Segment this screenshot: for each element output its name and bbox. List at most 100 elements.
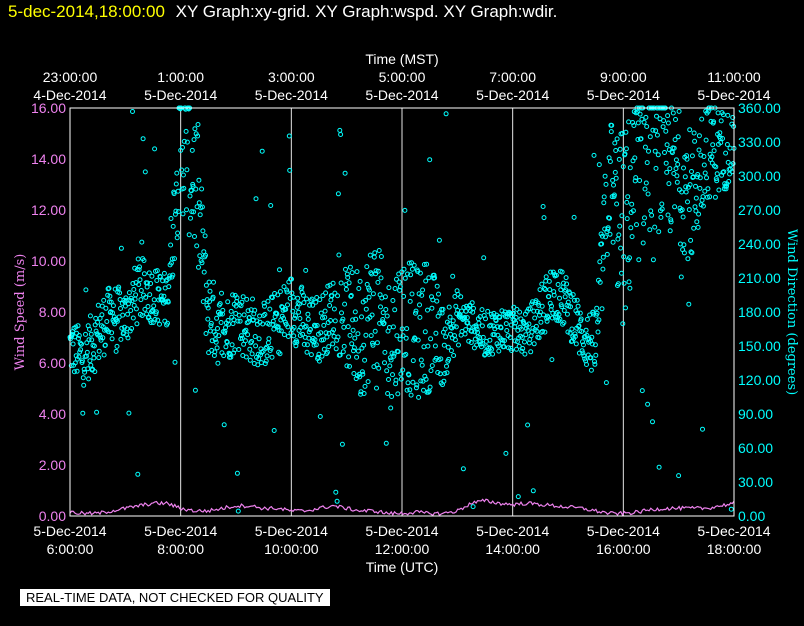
wind-direction-point [418,378,424,384]
wind-direction-point [702,188,708,194]
wind-direction-point [142,306,148,312]
wind-direction-point [622,151,628,157]
wind-direction-point [382,349,388,355]
wind-direction-point [106,329,111,335]
top-tick-time: 5:00:00 [379,69,426,85]
wind-direction-point [584,316,590,322]
wind-direction-point [303,323,309,329]
wind-direction-point [317,414,323,419]
wind-direction-point [203,282,209,288]
wind-direction-point [347,363,352,369]
wind-direction-point [170,223,176,229]
wind-direction-point [205,316,211,322]
wind-direction-point [540,204,546,209]
wind-direction-point [631,123,637,128]
wind-direction-point [730,161,736,167]
wind-direction-point [200,228,206,234]
bottom-tick-date: 5-Dec-2014 [476,523,549,539]
wind-direction-point [247,346,253,352]
wind-direction-point [133,292,139,298]
wind-direction-point [611,192,617,198]
wind-direction-point [683,184,689,190]
wind-direction-point [318,330,324,336]
wind-direction-point [685,199,690,205]
wind-direction-point [730,115,736,120]
wind-direction-point [526,321,532,327]
wind-direction-point [553,272,559,278]
wind-direction-point [402,207,408,213]
wind-direction-point [155,317,161,323]
wind-direction-point [507,335,513,340]
wind-direction-point [354,354,360,360]
wind-direction-point [723,150,729,156]
wind-direction-point [199,204,205,210]
wind-direction-point [211,279,216,285]
wind-direction-point [409,266,415,272]
wind-direction-point [575,310,581,316]
wind-direction-point [668,217,674,223]
wind-direction-point [140,136,146,142]
wind-direction-point [686,301,692,307]
wind-direction-point [488,322,494,328]
wind-direction-point [610,177,616,183]
wind-direction-point [335,191,341,197]
wind-direction-point [404,387,410,393]
wind-direction-point [547,287,553,293]
wind-direction-point [221,353,227,359]
wind-direction-point [245,308,251,314]
wind-direction-point [700,426,705,432]
wind-direction-point [390,372,395,378]
wind-direction-point [301,341,307,347]
wind-direction-point [192,234,197,239]
wind-direction-point [696,147,702,153]
wind-direction-point [347,332,353,338]
wind-direction-point [555,282,561,287]
wind-direction-point [513,315,519,320]
wind-direction-point [316,358,322,364]
wind-direction-point [117,297,123,302]
wind-direction-point [414,382,420,388]
wind-direction-point [660,124,666,130]
wind-direction-point [238,336,243,341]
wind-direction-point [674,179,680,185]
wind-direction-point [221,422,227,428]
wind-direction-point [300,331,306,337]
wind-direction-point [175,230,181,236]
wind-direction-point [457,312,463,318]
wind-direction-point [623,129,629,135]
wind-direction-point [181,138,187,144]
wind-direction-point [608,129,614,135]
wind-direction-point [479,323,485,329]
wind-direction-point [400,333,406,339]
wind-direction-point [350,327,356,333]
wind-direction-point [77,349,83,355]
wind-direction-point [665,212,671,218]
wind-direction-point [583,327,589,333]
wind-direction-point [537,309,543,315]
wind-direction-point [427,384,433,390]
wind-direction-point [297,301,302,307]
wind-direction-point [245,332,251,338]
wind-direction-point [726,179,732,184]
wind-direction-point [607,231,613,237]
wind-direction-point [247,357,253,363]
wind-direction-point [118,336,124,342]
wind-direction-point [519,348,525,354]
wind-direction-point [531,341,537,347]
wind-direction-point [126,410,132,416]
left-tick-label: 16.00 [31,100,66,116]
wind-direction-point [291,324,297,330]
wind-direction-point [672,137,678,143]
wind-direction-point [679,207,685,213]
wind-direction-point [423,376,429,382]
wind-direction-point [264,353,270,359]
wind-direction-point [303,267,309,273]
wind-direction-point [151,303,157,309]
wind-direction-point [238,333,244,339]
wind-direction-point [683,189,689,195]
wind-direction-point [668,219,674,225]
wind-direction-point [287,295,293,301]
wind-direction-point [612,169,618,175]
wind-direction-point [687,182,693,188]
wind-direction-point [165,299,171,305]
